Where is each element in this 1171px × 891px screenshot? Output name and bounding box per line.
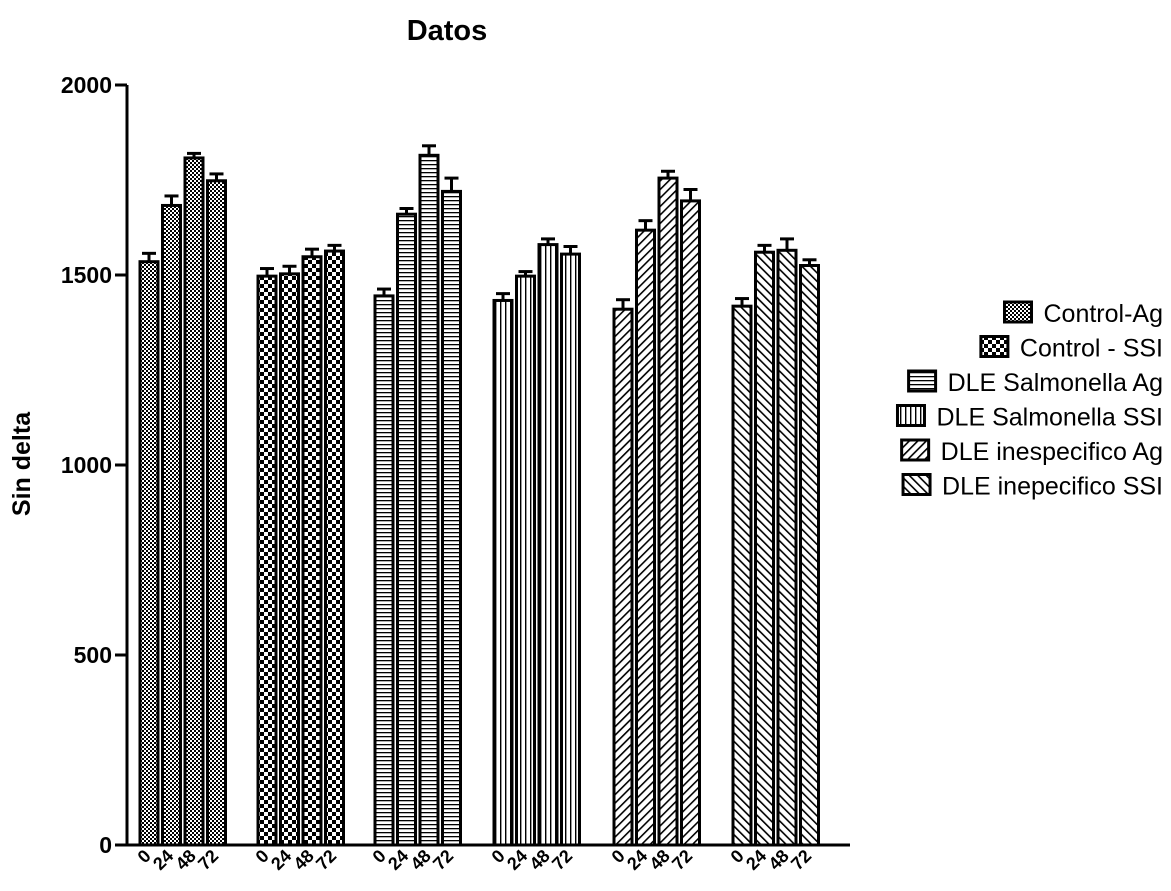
y-tick-label: 2000 [61, 72, 112, 98]
legend-swatch [900, 438, 931, 462]
x-tick-label: 72 [787, 846, 815, 874]
y-axis-label: Sin delta [8, 411, 36, 516]
legend-swatch [1003, 300, 1033, 324]
legend-label: DLE inepecifico SSI [942, 473, 1163, 501]
legend-swatch [901, 473, 932, 496]
bar-6-0 [731, 304, 753, 847]
bar-4-48 [537, 243, 559, 847]
legend-label: Control - SSI [1020, 335, 1163, 363]
chart-title: Datos [407, 15, 488, 47]
bar-3-48 [418, 153, 440, 847]
legend-label: DLE inespecifico Ag [941, 438, 1163, 466]
y-axis: 0 500 1000 1500 2000 [61, 72, 850, 858]
y-tick-label: 1500 [61, 262, 112, 288]
x-tick-label: 72 [312, 846, 340, 874]
bar-5-48 [657, 176, 679, 847]
y-tick-label: 0 [99, 832, 112, 858]
bar-5-24 [635, 228, 656, 847]
x-tick-label: 72 [429, 846, 457, 874]
bar-4-0 [492, 298, 514, 847]
bar-5-0 [612, 307, 634, 847]
bar-3-72 [441, 189, 462, 847]
bar-2-24 [279, 272, 300, 847]
x-tick-label: 72 [194, 846, 222, 874]
bar-4-72 [560, 252, 581, 847]
legend-swatch [895, 404, 926, 427]
bar-2-48 [301, 255, 323, 847]
legend: Control-Ag Control - SSI DLE Salmonella Ag… [895, 300, 1164, 501]
bars-layer [138, 144, 820, 847]
bar-6-48 [776, 248, 798, 847]
bar-1-72 [206, 179, 227, 847]
bar-5-72 [680, 199, 701, 847]
legend-label: DLE Salmonella SSI [936, 404, 1163, 432]
legend-label: DLE Salmonella Ag [948, 369, 1163, 397]
bar-1-24 [161, 203, 182, 847]
legend-swatch [979, 335, 1010, 358]
x-tick-label: 72 [548, 846, 576, 874]
y-tick-label: 1000 [61, 452, 112, 478]
legend-label: Control-Ag [1044, 300, 1164, 328]
bar-1-48 [183, 156, 205, 847]
bar-1-0 [138, 260, 160, 847]
y-tick-label: 500 [74, 642, 112, 668]
bar-2-72 [324, 249, 345, 847]
bar-2-0 [256, 274, 278, 847]
legend-swatch [907, 369, 938, 393]
bar-3-24 [396, 212, 417, 847]
bar-4-24 [515, 274, 536, 847]
bar-6-24 [754, 250, 775, 847]
x-tick-label: 72 [668, 846, 696, 874]
bar-6-72 [799, 264, 820, 847]
bar-3-0 [373, 294, 395, 847]
